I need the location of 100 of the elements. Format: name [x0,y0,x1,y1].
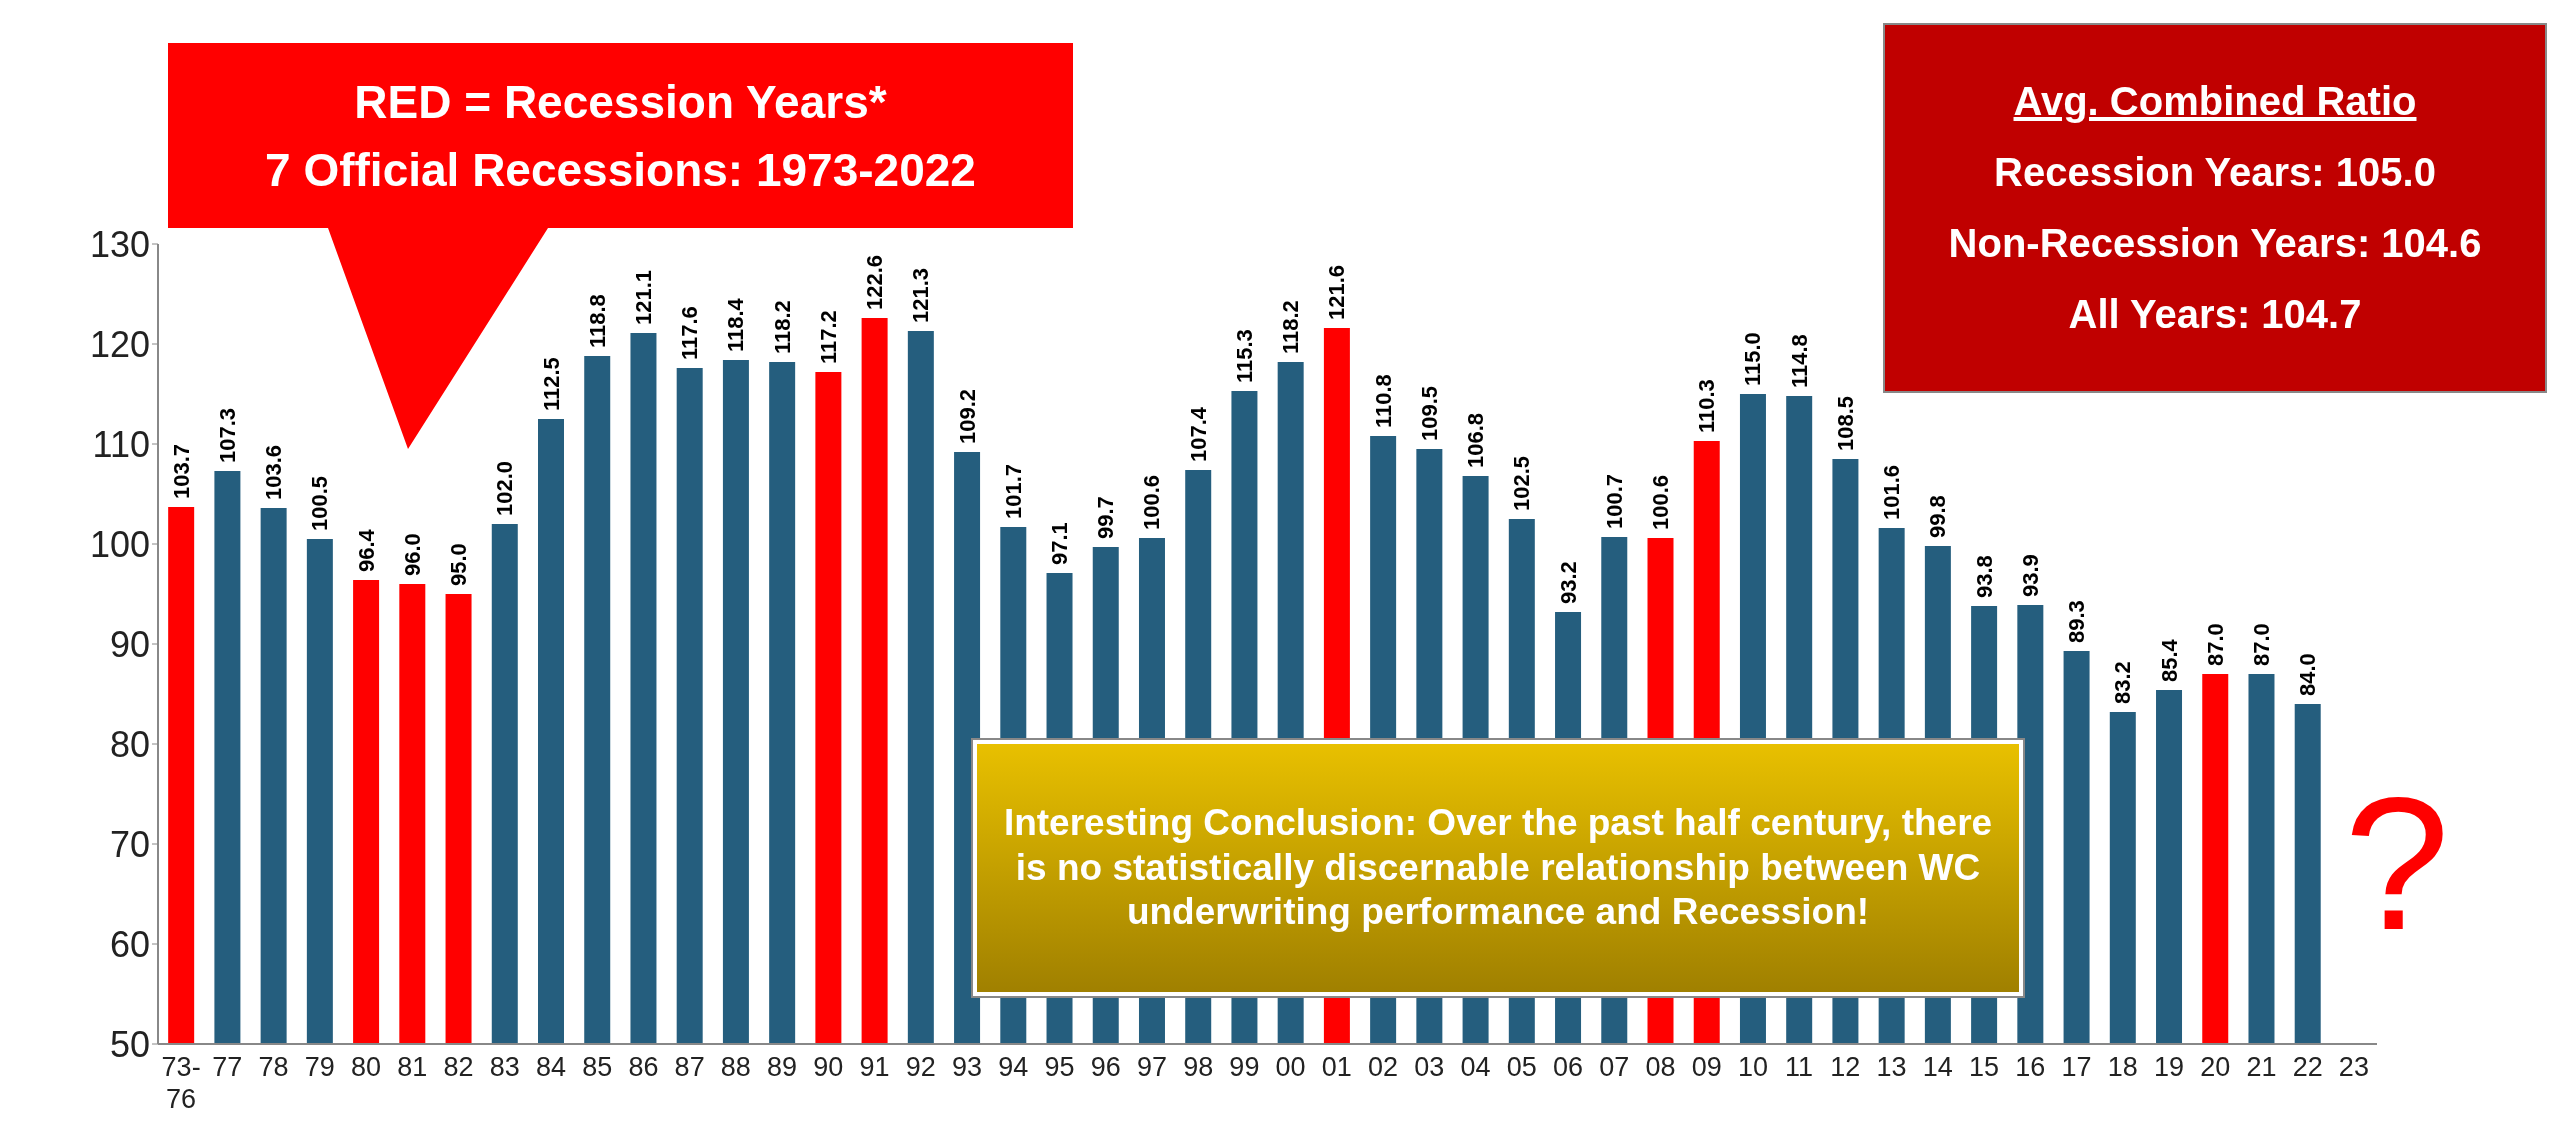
x-tick-label: 20 [2200,1052,2231,1082]
annotation: ? [2343,757,2450,969]
x-tick-label: 86 [628,1052,659,1082]
x-tick-label: 96 [1090,1052,1121,1082]
x-tick-label: 87 [674,1052,705,1082]
data-label: 93.2 [1555,561,1581,604]
x-tick-label: 83 [489,1052,520,1082]
x-tick-label: 19 [2153,1052,2184,1082]
data-label: 100.6 [1139,474,1165,530]
x-tick-label: 15 [1969,1052,2000,1082]
data-label: 118.2 [769,300,795,354]
data-label: 107.4 [1185,406,1211,462]
x-tick-label: 92 [905,1052,936,1082]
data-label: 118.4 [723,297,749,352]
data-label: 100.5 [307,475,333,531]
x-tick-label: 04 [1460,1052,1491,1082]
data-label: 115.3 [1231,329,1257,383]
x-tick-label: 00 [1275,1052,1306,1082]
y-tick-label: 90 [109,623,150,665]
data-label: 121.1 [630,269,656,325]
x-tick-label: 97 [1136,1052,1167,1082]
x-tick-label: 85 [582,1052,613,1082]
x-tick-label: 08 [1645,1052,1676,1082]
data-label: 89.3 [2064,600,2090,643]
data-label: 101.7 [1000,463,1026,519]
x-tick-label: 79 [304,1052,335,1082]
data-label: 99.8 [1925,495,1951,538]
data-label: 107.3 [214,407,240,463]
data-label: 109.5 [1416,385,1442,441]
x-tick-label: 90 [813,1052,844,1082]
x-tick-label: 82 [443,1052,474,1082]
x-tick-label: 95 [1044,1052,1075,1082]
x-tick-label: 16 [2015,1052,2046,1082]
x-tick-label: 94 [998,1052,1029,1082]
x-tick-label: 17 [2061,1052,2092,1082]
x-tick-label: 98 [1183,1052,1214,1082]
data-label: 118.2 [1278,300,1304,354]
data-label: 121.3 [908,267,934,323]
annotation: Non-Recession Years: 104.6 [1947,221,2483,266]
data-label: 100.6 [1648,474,1673,530]
data-label: 96.4 [353,528,379,572]
x-tick-label: 78 [258,1052,289,1082]
data-label: 117.6 [677,306,703,360]
y-tick-label: 110 [92,423,150,465]
text: 7 Official Recessions: 1973-2022 [264,142,977,197]
annotation: Interesting Conclusion: Over the past half century, there is no statistically discernable relationship between WC underwriting performance and Recession! [1002,801,1994,935]
data-label: 101.6 [1879,464,1905,520]
data-label: 112.5 [538,357,564,411]
data-label: 103.7 [168,443,194,499]
x-tick-label: 01 [1321,1052,1352,1082]
data-label: 87.0 [2202,623,2228,666]
x-tick-label: 10 [1737,1052,1768,1082]
note-box: Interesting Conclusion: Over the past half century, there is no statistically discernable relationship between WC underwriting performance and Recession! [973,740,2023,996]
y-tick-label: 70 [109,823,150,865]
x-tick-label: 12 [1830,1052,1861,1082]
x-tick-label: 09 [1691,1052,1722,1082]
x-tick-label: 93 [951,1052,983,1082]
data-label: 93.8 [1971,555,1997,598]
x-tick-label: 05 [1506,1052,1537,1082]
x-tick-label: 22 [2292,1052,2323,1082]
x-tick-label: 03 [1414,1052,1445,1082]
y-tick-label: 60 [109,923,150,965]
y-tick-label: 130 [89,223,150,265]
data-label: 87.0 [2248,623,2274,666]
data-label: 118.8 [584,294,610,348]
x-tick-label: 11 [1785,1052,1814,1082]
data-label: 103.6 [261,444,287,500]
x-tick-label: 99 [1229,1052,1260,1082]
data-label: 114.8 [1786,334,1812,388]
data-label: 108.5 [1832,395,1858,451]
data-label: 84.0 [2295,653,2321,696]
x-tick-label: 21 [2246,1052,2277,1082]
x-tick-label: 18 [2107,1052,2138,1082]
data-label: 85.4 [2156,638,2182,682]
x-tick-label: 89 [767,1052,798,1082]
data-label: 95.0 [446,543,472,586]
x-tick-label: 77 [212,1052,243,1082]
data-label: 117.2 [815,310,841,364]
data-label: 83.2 [2110,661,2136,704]
x-tick-label: 13 [1876,1052,1907,1082]
x-tick-label: 02 [1368,1052,1399,1082]
data-label: 110.3 [1694,379,1720,433]
data-label: 102.5 [1509,455,1535,511]
data-label: 97.1 [1047,522,1073,565]
y-tick-label: 100 [89,523,150,565]
data-label: 93.9 [2017,554,2043,597]
data-label: 122.6 [862,254,888,310]
data-label: 110.8 [1370,374,1396,428]
x-tick-label: 07 [1599,1052,1630,1082]
x-tick-label: 88 [720,1052,751,1082]
text-box: Avg. Combined Ratio Recession Years: 105.0 Non-Recession Years: 104.6 All Years: 104.7 [1883,23,2547,393]
x-tick-label: 80 [351,1052,382,1082]
data-label: 102.0 [492,460,518,516]
data-label: 121.6 [1324,264,1350,320]
y-tick-label: 80 [109,723,150,765]
x-tick-label: 14 [1922,1052,1953,1082]
x-tick-label: 84 [535,1052,566,1082]
text: RED = Recession Years* [353,74,888,129]
data-label: 99.7 [1093,496,1119,539]
x-tick-label: 91 [859,1052,890,1082]
